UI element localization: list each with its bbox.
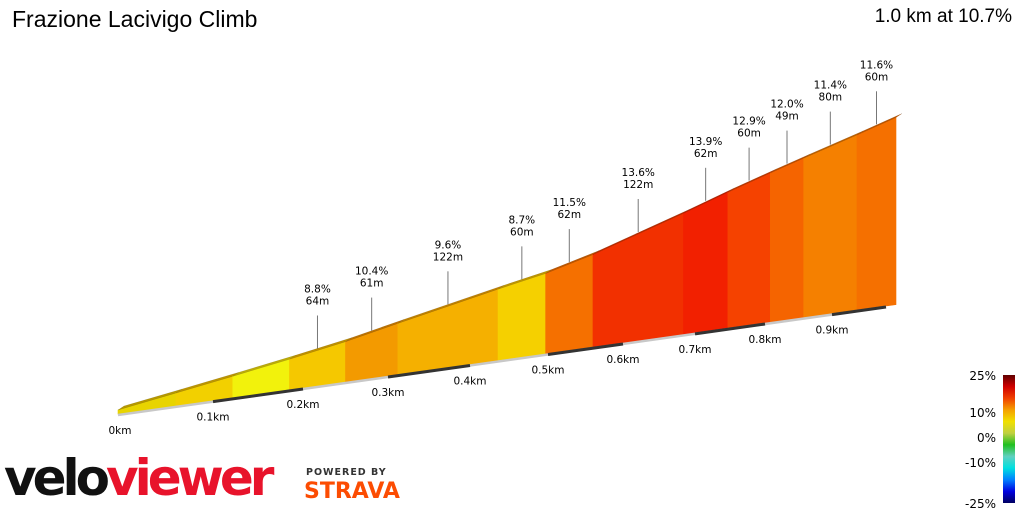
profile-segment-top-shade	[803, 131, 863, 159]
profile-segment-top-shade	[345, 319, 404, 342]
x-tick-label: 0.3km	[371, 387, 404, 399]
baseline-km-band	[387, 364, 471, 379]
profile-segment	[727, 172, 771, 329]
segment-length-label: 62m	[694, 148, 718, 160]
segment-gradient-label: 13.9%	[689, 136, 722, 148]
gradient-legend: 25% 10% 0% -10% -25%	[965, 369, 1015, 511]
profile-segment	[770, 157, 804, 323]
strava-logo: STRAVA	[304, 479, 400, 504]
x-tick-label: 0km	[109, 425, 132, 437]
profile-segment-top-shade	[175, 372, 239, 394]
segment-length-label: 62m	[557, 209, 581, 221]
segment-length-label: 49m	[775, 111, 799, 123]
legend-label: 25%	[969, 369, 996, 383]
powered-by-text: POWERED BY	[306, 467, 387, 478]
legend-label: -25%	[965, 497, 996, 511]
profile-segment-top-shade	[397, 285, 505, 324]
profile-segment	[803, 134, 858, 318]
profile-segment-top-shade	[770, 154, 810, 174]
profile-segment-top-shade	[498, 269, 552, 290]
veloviewer-logo: veloviewer	[4, 448, 274, 508]
profile-segment-top-shade	[289, 337, 352, 360]
x-tick-label: 0.5km	[531, 365, 564, 377]
segment-gradient-label: 8.7%	[508, 214, 535, 226]
legend-label: 0%	[977, 431, 996, 445]
segment-gradient-label: 12.9%	[732, 116, 765, 128]
baseline-km-band	[694, 322, 766, 336]
x-tick-label: 0.1km	[196, 412, 229, 424]
logo-velo: velo	[4, 449, 110, 507]
gradient-legend-bar	[1003, 375, 1015, 503]
segment-gradient-label: 11.5%	[553, 197, 586, 209]
x-tick-label: 0.6km	[606, 354, 639, 366]
profile-segment	[856, 117, 897, 311]
x-tick-label: 0.8km	[748, 334, 781, 346]
baseline-km-band	[547, 342, 624, 357]
profile-segment-top-shade	[592, 209, 690, 255]
segment-gradient-label: 8.8%	[304, 283, 331, 295]
segment-gradient-label: 11.4%	[814, 80, 847, 92]
segment-length-label: 60m	[737, 128, 761, 140]
segment-gradient-label: 9.6%	[435, 239, 462, 251]
x-tick-label: 0.9km	[815, 325, 848, 337]
segment-length-label: 60m	[865, 71, 889, 83]
baseline-km-band	[212, 387, 304, 404]
segment-length-label: 80m	[819, 92, 843, 104]
baseline-km-band	[831, 305, 887, 317]
segment-length-label: 64m	[306, 295, 330, 307]
profile-segment-top-shade	[727, 169, 777, 193]
logo-viewer: viewer	[106, 449, 274, 507]
segment-gradient-label: 12.0%	[770, 99, 803, 111]
climb-title: Frazione Lacivigo Climb	[12, 6, 258, 32]
x-tick-label: 0.4km	[453, 376, 486, 388]
climb-summary: 1.0 km at 10.7%	[874, 6, 1012, 27]
segment-gradient-label: 11.6%	[860, 59, 893, 71]
profile-segment-top	[856, 113, 903, 136]
segment-length-label: 122m	[433, 251, 463, 263]
profile-segment	[683, 191, 729, 335]
segment-length-label: 122m	[623, 179, 653, 191]
segment-length-label: 61m	[360, 278, 384, 290]
profile-segment-top-shade	[683, 188, 734, 214]
profile-segment-top-shade	[856, 113, 902, 136]
profile-segment-top-shade	[118, 389, 182, 410]
x-tick-label: 0.7km	[678, 344, 711, 356]
segment-length-label: 60m	[510, 226, 534, 238]
profile-segment-top-shade	[232, 355, 296, 377]
segment-gradient-label: 10.4%	[355, 266, 388, 278]
profile-segment-top-shade	[545, 250, 599, 274]
legend-label: -10%	[965, 456, 996, 470]
legend-label: 10%	[969, 406, 996, 420]
x-tick-label: 0.2km	[286, 399, 319, 411]
segment-gradient-label: 13.6%	[622, 167, 655, 179]
